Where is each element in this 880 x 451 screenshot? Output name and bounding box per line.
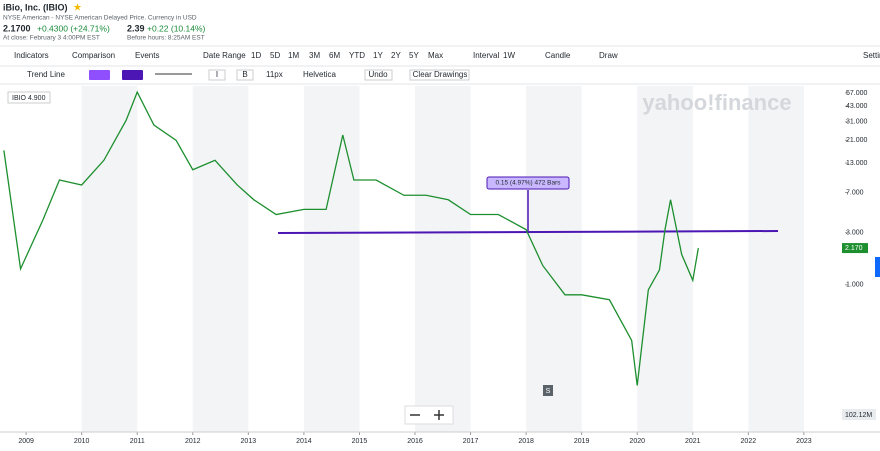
y-tick-label: 21.000 [846, 137, 868, 144]
toolbar-item[interactable]: Candle [545, 51, 571, 60]
annotation: 0.15 (4.97%) 472 Bars [495, 180, 561, 187]
color-swatch[interactable] [89, 70, 110, 80]
toolbar-item[interactable]: 2Y [391, 51, 401, 60]
toolbar-item[interactable]: Events [135, 51, 159, 60]
font-size[interactable]: 11px [266, 70, 283, 79]
year-bands [81, 86, 804, 432]
y-tick-label: 1.000 [846, 282, 864, 289]
zoom-control [404, 405, 454, 425]
symbol-label: IBIO 4.900 [12, 95, 46, 102]
x-tick-label: 2019 [574, 438, 590, 445]
x-tick-label: 2009 [18, 438, 34, 445]
y-tick-label: 57.000 [846, 90, 868, 97]
toolbar-item[interactable]: 5D [270, 51, 280, 60]
btn[interactable] [364, 69, 393, 81]
price-tag [842, 243, 868, 254]
toolbar-item[interactable]: 1Y [373, 51, 383, 60]
year-band [81, 86, 138, 432]
x-tick-label: 2017 [463, 438, 479, 445]
y-tick-label: 7.000 [846, 189, 864, 196]
annotation-box [486, 176, 570, 190]
symbol-box [7, 91, 51, 104]
undo[interactable]: Undo [368, 70, 388, 79]
italic[interactable]: I [216, 70, 218, 79]
side-tab[interactable] [875, 257, 880, 277]
color-swatch[interactable] [122, 70, 143, 80]
clear[interactable]: Clear Drawings [413, 70, 468, 79]
btn[interactable] [208, 69, 226, 81]
toolbar-item[interactable]: 5Y [409, 51, 419, 60]
toolbar-item[interactable]: Interval [473, 51, 499, 60]
pre-change: +0.22 (10.14%) [147, 23, 206, 33]
bold[interactable]: B [242, 70, 247, 79]
watermark: yahoo!finance [642, 90, 791, 115]
toolbar-item[interactable]: 3M [309, 51, 320, 60]
star[interactable]: ★ [73, 3, 82, 14]
year-band [415, 86, 471, 432]
close-change: +0.4300 (+24.71%) [37, 23, 110, 33]
x-tick-label: 2021 [685, 438, 701, 445]
x-tick-label: 2010 [74, 438, 90, 445]
exchange-note: NYSE American - NYSE American Delayed Pr… [3, 15, 197, 22]
volume-label: 102.12M [845, 412, 872, 419]
x-tick-label: 2014 [296, 438, 312, 445]
x-tick-label: 2022 [741, 438, 757, 445]
x-tick-label: 2015 [352, 438, 368, 445]
x-tick-label: 2023 [796, 438, 812, 445]
split-marker[interactable] [543, 385, 553, 396]
year-band [637, 86, 693, 432]
y-tick-label: 13.000 [846, 160, 868, 167]
pre-price: 2.39 [127, 23, 145, 33]
y-tick-label: 43.000 [846, 103, 868, 110]
price-tag-label: 2.170 [845, 245, 863, 252]
toolbar-item[interactable]: Draw [599, 51, 618, 60]
toolbar-item[interactable]: Date Range [203, 51, 246, 60]
year-band [748, 86, 804, 432]
year-band [526, 86, 582, 432]
toolbar-item[interactable]: Comparison [72, 51, 115, 60]
close-label: At close: February 3 4:00PM EST [3, 35, 100, 42]
toolbar-item[interactable]: Settings [863, 51, 880, 60]
y-tick-label: 31.000 [846, 119, 868, 126]
y-tick-label: 3.000 [846, 230, 864, 237]
toolbar-item[interactable]: 6M [329, 51, 340, 60]
title: iBio, Inc. (IBIO) [3, 2, 68, 12]
x-tick-label: 2016 [407, 438, 423, 445]
trend-line-tool[interactable]: Trend Line [27, 70, 66, 79]
toolbar-item[interactable]: YTD [349, 51, 365, 60]
x-tick-label: 2018 [518, 438, 534, 445]
btn[interactable] [409, 69, 470, 81]
pre-label: Before hours: 8:25AM EST [127, 35, 205, 42]
toolbar-item[interactable]: 1D [251, 51, 261, 60]
price-line [3, 90, 699, 386]
price-chart: 2009 2010 2011 2012 2013 2014 2015 2016 2017 2018… [0, 90, 880, 445]
toolbar-item[interactable]: Indicators [14, 51, 49, 60]
x-tick-label: 2012 [185, 438, 201, 445]
toolbar: Indicators Comparison Events Date Range 1D 5D… [14, 51, 880, 60]
toolbar-item[interactable]: 1M [288, 51, 299, 60]
font[interactable]: Helvetica [303, 70, 336, 79]
split-label: S [546, 388, 551, 395]
close-price: 2.1700 [3, 23, 31, 33]
toolbar-item[interactable]: Max [428, 51, 443, 60]
x-tick-label: 2013 [241, 438, 257, 445]
draw-toolbar: Trend Line I B 11px Helvetica Undo Clear… [27, 69, 470, 81]
toolbar-item[interactable]: 1W [503, 51, 515, 60]
year-band [303, 86, 360, 432]
x-tick-label: 2020 [629, 438, 645, 445]
volume-box [842, 409, 876, 420]
btn[interactable] [236, 69, 254, 81]
year-band [192, 86, 249, 432]
x-tick-label: 2011 [130, 438, 145, 445]
